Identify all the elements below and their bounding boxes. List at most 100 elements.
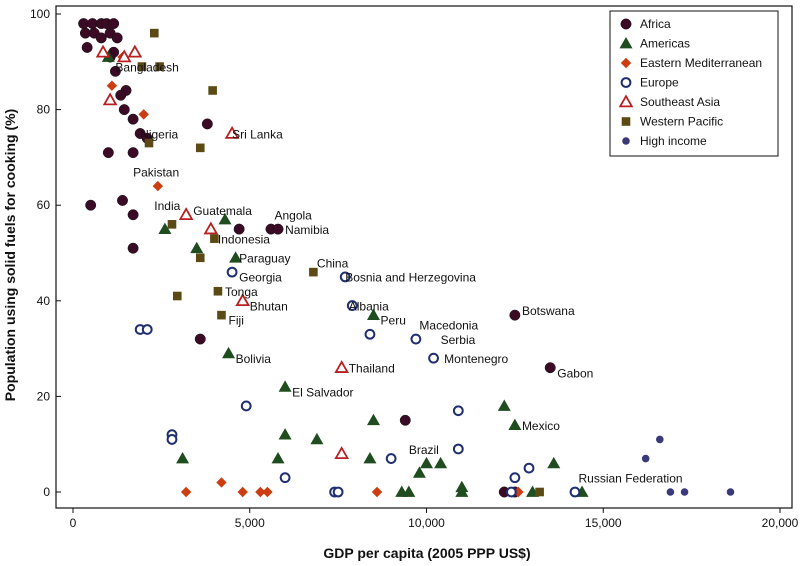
point-europe — [505, 486, 517, 498]
point-europe — [385, 453, 397, 464]
point-eastern-med — [237, 486, 248, 498]
point-americas — [271, 452, 285, 464]
annotation-label: Georgia — [239, 271, 282, 285]
point-africa — [102, 147, 114, 159]
y-tick-label: 0 — [43, 485, 50, 499]
point-americas — [278, 428, 292, 440]
legend-marker-high-income — [622, 137, 630, 145]
point-americas — [420, 456, 433, 469]
point-europe — [364, 328, 376, 340]
point-americas — [190, 241, 204, 254]
point-africa — [81, 42, 93, 53]
point-africa — [509, 309, 521, 321]
x-tick-label: 15,000 — [585, 516, 622, 530]
y-axis-title: Population using solid fuels for cooking… — [2, 109, 18, 401]
annotation-label: Botswana — [522, 304, 575, 318]
y-axis: 0 20 40 60 80 100 — [30, 7, 61, 499]
point-americas — [497, 399, 511, 411]
point-southeast-asia — [203, 221, 219, 235]
annotation-label: El Salvador — [292, 385, 353, 399]
point-africa — [115, 89, 127, 101]
legend-box — [609, 10, 779, 157]
legend-label: Western Pacific — [640, 115, 723, 129]
point-africa — [85, 199, 97, 211]
point-americas — [310, 432, 324, 445]
annotation-label: Sri Lanka — [232, 127, 283, 141]
point-europe — [141, 324, 153, 335]
point-africa — [201, 118, 213, 130]
annotation-label: Bhutan — [250, 299, 288, 313]
point-europe — [523, 462, 535, 474]
point-americas — [222, 346, 236, 359]
point-high-income — [656, 435, 664, 444]
x-tick-label: 0 — [70, 516, 77, 530]
point-africa — [127, 147, 139, 159]
point-americas — [366, 413, 380, 426]
point-europe — [339, 271, 351, 283]
legend: Africa Americas Eastern Mediterranean Europ… — [609, 10, 779, 157]
point-americas — [402, 485, 416, 497]
y-tick-label: 60 — [37, 198, 51, 212]
point-europe — [410, 333, 422, 345]
annotation-label: Russian Federation — [579, 471, 683, 485]
annotation-label: China — [317, 256, 349, 270]
point-southeast-asia — [334, 446, 350, 460]
point-europe — [166, 434, 178, 445]
point-southeast-asia — [235, 293, 251, 307]
legend-label: Americas — [640, 37, 690, 51]
point-western-pacific — [150, 28, 159, 38]
point-southeast-asia — [116, 49, 132, 63]
legend-label: Africa — [640, 17, 671, 31]
point-eastern-med — [371, 486, 383, 498]
point-western-pacific — [210, 234, 219, 243]
point-high-income — [641, 454, 650, 463]
point-africa — [399, 414, 411, 426]
x-tick-label: 20,000 — [762, 516, 799, 530]
x-axis: 0 5,000 10,000 15,000 20,000 — [70, 508, 799, 530]
legend-marker-africa — [620, 18, 632, 30]
point-africa — [127, 242, 139, 254]
annotation-label: Montenegro — [444, 352, 508, 366]
point-eastern-med — [180, 486, 192, 498]
point-western-pacific — [213, 286, 223, 296]
point-western-pacific — [195, 143, 205, 153]
point-southeast-asia — [334, 360, 350, 373]
annotation-label: Gabon — [557, 366, 593, 380]
point-eastern-med — [216, 477, 227, 488]
point-africa — [108, 18, 120, 30]
point-americas — [412, 466, 426, 478]
annotation-label: Peru — [381, 314, 406, 328]
point-africa — [127, 113, 139, 125]
annotation-label: Guatemala — [193, 204, 252, 218]
x-tick-label: 10,000 — [408, 516, 445, 530]
point-southeast-asia — [95, 44, 111, 58]
annotation-label: Fiji — [229, 314, 244, 328]
point-europe — [332, 486, 344, 498]
point-americas — [176, 452, 190, 464]
point-europe — [452, 405, 464, 417]
point-americas — [434, 456, 448, 469]
point-western-pacific — [155, 62, 164, 71]
point-africa — [233, 223, 245, 235]
point-eastern-med — [106, 80, 118, 91]
point-europe — [569, 486, 581, 498]
annotation-label: Paraguay — [239, 252, 290, 266]
annotation-label: Serbia — [441, 333, 476, 347]
point-americas — [547, 456, 561, 469]
point-southeast-asia — [178, 207, 194, 221]
point-western-pacific — [217, 310, 226, 320]
legend-label: High income — [640, 134, 707, 148]
point-africa — [109, 65, 121, 77]
point-americas — [158, 222, 172, 234]
point-europe — [428, 352, 439, 364]
annotation-label: Indonesia — [218, 232, 270, 246]
point-africa — [272, 223, 284, 235]
annotation-label: Namibia — [285, 223, 329, 237]
point-europe — [452, 443, 464, 455]
point-western-pacific — [309, 267, 318, 277]
point-africa — [118, 104, 130, 116]
annotations: Bangladesh Nigeria Sri Lanka Pakistan India G… — [115, 60, 682, 485]
point-high-income — [680, 488, 689, 496]
point-southeast-asia — [102, 92, 118, 106]
